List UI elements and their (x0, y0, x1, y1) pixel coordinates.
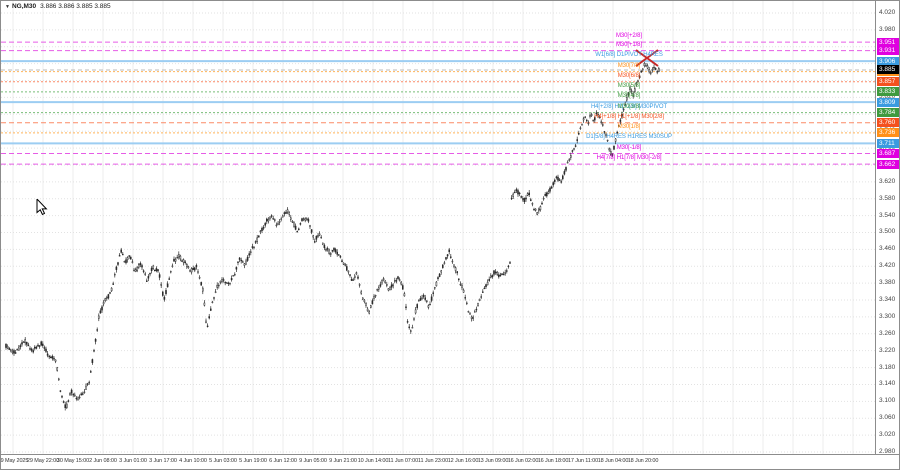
time-tick-label: 16 Jun 02:00 (507, 458, 539, 464)
price-tick-label: 4.020 (879, 9, 896, 16)
level-price-chip: 3.951 (877, 37, 899, 47)
time-tick-label: 11 Jun 07:00 (387, 458, 419, 464)
chart-plot-area[interactable] (1, 1, 875, 454)
level-price-chip: 3.906 (877, 56, 899, 66)
candlestick-chart[interactable] (1, 1, 875, 454)
price-tick-label: 3.300 (879, 312, 896, 320)
price-tick-label: 3.820 (879, 93, 895, 100)
time-tick-label: 12 Jun 16:00 (447, 458, 479, 464)
price-tick-label: 2.980 (879, 447, 896, 454)
time-tick-label: 11 Jun 23:00 (417, 458, 449, 464)
grid-lines (1, 1, 875, 454)
price-tick-label: 3.380 (879, 279, 896, 287)
symbol-title: ▼ NG,M30 3.886 3.886 3.885 3.885 (5, 3, 111, 10)
price-tick-label: 3.180 (879, 363, 896, 371)
ohlc-quote: 3.886 3.886 3.885 3.885 (40, 3, 111, 10)
time-tick-label: 5 Jun 19:00 (239, 458, 267, 464)
current-price-chip: 3.885 (877, 65, 899, 75)
price-tick-label: 3.500 (879, 228, 896, 236)
symbol-name: NG,M30 (11, 3, 37, 10)
time-tick-label: 16 Jun 18:00 (537, 458, 569, 464)
level-price-chip: 3.809 (877, 97, 899, 107)
price-tick-label: 3.620 (879, 177, 896, 185)
time-tick-label: 17 Jun 11:00 (567, 458, 599, 464)
level-price-chip: 3.931 (877, 46, 899, 56)
level-price-chip: 3.784 (877, 108, 899, 118)
price-tick-label: 3.980 (879, 25, 896, 33)
time-axis[interactable]: 29 May 2025 29 May 22:00 30 May 15:00 2 Jun… (0, 454, 899, 469)
level-price-chip: 3.736 (877, 128, 899, 138)
time-tick-label: 3 Jun 01:00 (119, 458, 147, 464)
time-tick-label: 4 Jun 10:00 (179, 458, 207, 464)
price-tick-label: 3.220 (879, 346, 896, 354)
level-price-chip: 3.760 (877, 118, 899, 128)
level-price-chip: 3.711 (877, 138, 899, 148)
price-axis[interactable]: 4.0203.9803.9403.9003.8603.8203.7803.740… (875, 1, 899, 454)
price-tick-label: 3.140 (879, 380, 896, 388)
level-price-chip: 3.833 (877, 87, 899, 97)
time-tick-label: 2 Jun 08:00 (89, 458, 117, 464)
price-tick-label: 3.580 (879, 194, 896, 202)
level-price-chip: 3.687 (877, 149, 899, 159)
time-tick-label: 9 Jun 05:00 (299, 458, 327, 464)
collapse-triangle-icon[interactable]: ▼ (5, 4, 10, 10)
price-tick-label: 3.340 (879, 296, 896, 304)
price-tick-label: 3.420 (879, 262, 896, 270)
price-tick-label: 3.460 (879, 245, 896, 253)
price-tick-label: 3.100 (879, 397, 896, 405)
time-tick-label: 29 May 2025 (0, 458, 29, 464)
time-tick-label: 29 May 22:00 (26, 458, 60, 464)
time-tick-label: 18 Jun 20:00 (627, 458, 659, 464)
mouse-cursor-icon (36, 199, 48, 216)
price-tick-label: 3.260 (879, 329, 896, 337)
time-tick-label: 13 Jun 09:00 (477, 458, 509, 464)
price-tick-label: 3.020 (879, 431, 896, 439)
time-tick-label: 5 Jun 03:00 (209, 458, 237, 464)
price-tick-label: 3.060 (879, 414, 896, 422)
time-tick-label: 10 Jun 14:00 (357, 458, 389, 464)
red-cross-marker[interactable] (635, 49, 659, 67)
price-tick-label: 3.540 (879, 211, 896, 219)
level-price-chip: 3.662 (877, 159, 899, 169)
pivot-level-lines (1, 41, 875, 165)
time-tick-label: 18 Jun 04:00 (597, 458, 629, 464)
level-price-chip: 3.857 (877, 77, 899, 87)
time-tick-label: 3 Jun 17:00 (149, 458, 177, 464)
time-tick-label: 9 Jun 21:00 (329, 458, 357, 464)
time-tick-label: 6 Jun 12:00 (269, 458, 297, 464)
time-tick-label: 30 May 15:00 (56, 458, 90, 464)
candles (5, 61, 660, 411)
